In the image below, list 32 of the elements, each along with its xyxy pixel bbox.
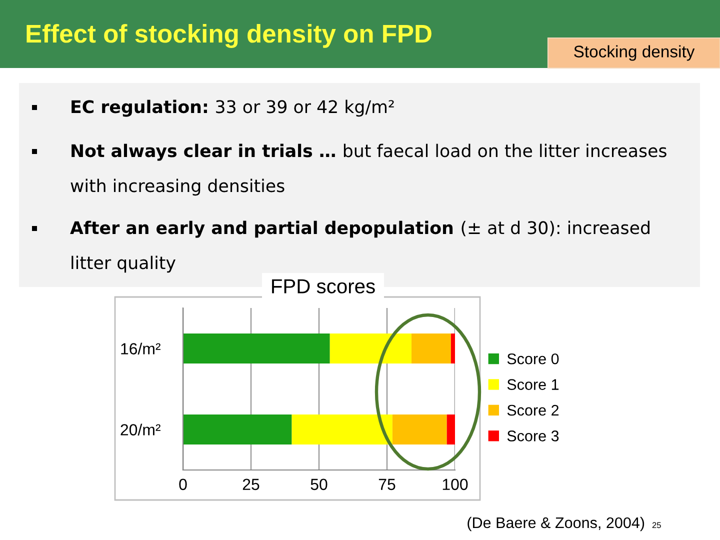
x-tick-label: 0: [179, 478, 187, 490]
x-tick-label: 75: [378, 478, 396, 490]
bar: [392, 414, 447, 444]
bar: [183, 334, 330, 364]
bar: [330, 334, 412, 364]
y-tick-label: 20/m²: [120, 424, 160, 436]
bar: [450, 334, 455, 364]
x-tick-label: 50: [310, 478, 328, 490]
x-tick-label: 100: [442, 478, 468, 490]
bar: [183, 414, 292, 444]
text: Stocking density: [574, 45, 695, 61]
legend-label: Score 3: [507, 430, 559, 442]
text: After an early and partial depopulation: [70, 220, 453, 238]
text: Not always clear in trials …: [72, 144, 335, 161]
text: (De Baere & Zoons, 2004): [468, 516, 644, 532]
text: (± at d 30): increased: [462, 220, 650, 236]
legend-label: Score 0: [507, 353, 559, 364]
x-tick-label: 25: [242, 478, 260, 490]
text: 33 or 39 or 42 kg/m²: [216, 100, 394, 117]
legend-label: Score 2: [507, 404, 559, 416]
y-tick-label: 16/m²: [121, 342, 160, 354]
text: with increasing densities: [70, 178, 284, 196]
text: litter quality: [72, 256, 176, 273]
text: EC regulation:: [72, 100, 207, 117]
chart-title: Effect of stocking density on FPD: [26, 24, 432, 48]
bar: [292, 414, 392, 444]
text: 25: [652, 522, 661, 528]
legend-label: Score 1: [507, 379, 559, 390]
bar: [411, 334, 451, 364]
bar: [446, 414, 455, 444]
chart-subtitle: FPD scores: [272, 279, 375, 294]
text: but faecal load on the litter increases: [344, 144, 666, 158]
